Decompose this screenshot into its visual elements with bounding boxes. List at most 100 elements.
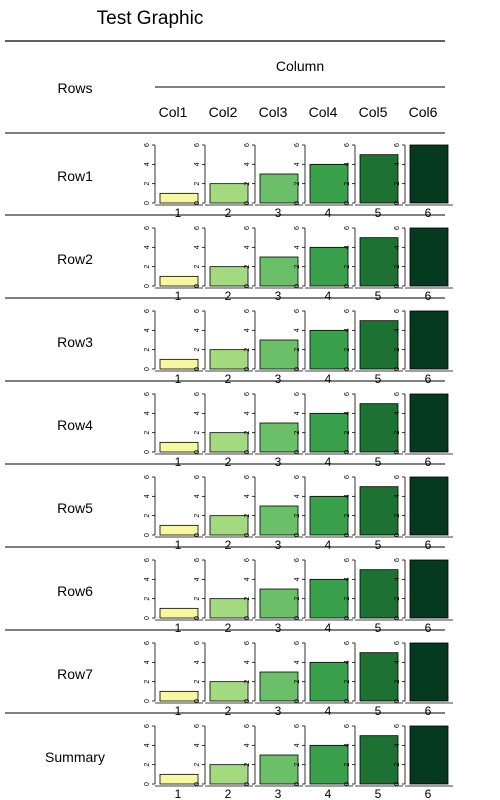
bar <box>259 173 299 204</box>
y-tick-label: 6 <box>394 309 401 313</box>
x-tick-label: 2 <box>225 372 232 386</box>
y-tick-label: 2 <box>344 680 351 684</box>
bar-panel: 0 2 4 6 2 <box>194 309 253 386</box>
column-label-2: Col2 <box>209 104 238 120</box>
chart-row-4: Row4 0 2 4 6 1 0 2 4 6 2 0 2 4 6 3 0 2 4 6 4 0 2 4 6 5 0 2 4 6 6 <box>5 380 453 469</box>
bar-panel: 0 2 4 6 1 <box>144 558 203 635</box>
bar <box>409 310 449 370</box>
y-tick-label: 2 <box>394 763 401 767</box>
y-tick-label: 2 <box>194 680 201 684</box>
y-tick-label: 2 <box>144 348 151 352</box>
y-tick-label: 6 <box>194 143 201 147</box>
row-label: Row5 <box>57 500 93 516</box>
bar-panel: 0 2 4 6 4 <box>294 724 353 800</box>
bar-panel: 0 2 4 6 3 <box>244 143 303 220</box>
x-tick-label: 6 <box>425 538 432 552</box>
y-tick-label: 0 <box>194 367 201 371</box>
x-tick-label: 4 <box>325 289 332 303</box>
bar <box>309 661 349 702</box>
x-tick-label: 4 <box>325 455 332 469</box>
x-tick-label: 2 <box>225 704 232 718</box>
bar <box>209 515 249 536</box>
bar <box>359 569 399 619</box>
chart-row-1: Row1 0 2 4 6 1 0 2 4 6 2 0 2 4 6 3 0 2 4 6 4 0 2 4 6 5 0 2 4 6 6 <box>57 143 453 220</box>
y-tick-label: 6 <box>394 392 401 396</box>
x-tick-label: 1 <box>175 538 182 552</box>
y-tick-label: 0 <box>394 284 401 288</box>
y-tick-label: 4 <box>144 577 151 581</box>
y-tick-label: 4 <box>244 162 251 166</box>
bar <box>409 476 449 536</box>
bar <box>159 275 199 287</box>
y-tick-label: 4 <box>144 162 151 166</box>
y-tick-label: 0 <box>344 284 351 288</box>
y-tick-label: 2 <box>194 597 201 601</box>
chart-row-3: Row3 0 2 4 6 1 0 2 4 6 2 0 2 4 6 3 0 2 4 6 4 0 2 4 6 5 0 2 4 6 6 <box>5 297 453 386</box>
row-label: Row7 <box>57 666 93 682</box>
row-label: Summary <box>45 749 105 765</box>
y-tick-label: 2 <box>244 348 251 352</box>
bar-panel: 0 2 4 6 6 <box>394 558 453 635</box>
y-tick-label: 2 <box>144 763 151 767</box>
y-tick-label: 6 <box>294 724 301 728</box>
y-tick-label: 6 <box>294 309 301 313</box>
y-tick-label: 4 <box>194 494 201 498</box>
bar-panel: 0 2 4 6 3 <box>244 475 303 552</box>
y-tick-label: 4 <box>294 494 301 498</box>
column-label-4: Col4 <box>309 104 338 120</box>
y-tick-label: 4 <box>194 577 201 581</box>
y-tick-label: 4 <box>194 328 201 332</box>
bar-panel: 0 2 4 6 5 <box>344 641 403 718</box>
y-tick-label: 0 <box>344 699 351 703</box>
bar <box>409 559 449 619</box>
bar-panel: 0 2 4 6 5 <box>344 309 403 386</box>
bar <box>409 227 449 287</box>
bar-panel: 0 2 4 6 5 <box>344 143 403 220</box>
bar-panel: 0 2 4 6 2 <box>194 226 253 303</box>
y-tick-label: 4 <box>394 743 401 747</box>
y-tick-label: 4 <box>294 577 301 581</box>
bar <box>209 432 249 453</box>
y-tick-label: 0 <box>394 699 401 703</box>
y-tick-label: 4 <box>144 494 151 498</box>
x-tick-label: 2 <box>225 455 232 469</box>
y-tick-label: 6 <box>294 392 301 396</box>
bar <box>159 192 199 204</box>
y-tick-label: 4 <box>394 494 401 498</box>
y-tick-label: 4 <box>194 162 201 166</box>
x-tick-label: 3 <box>275 372 282 386</box>
bar <box>209 183 249 204</box>
y-tick-label: 2 <box>344 514 351 518</box>
y-tick-label: 0 <box>194 699 201 703</box>
row-label: Row2 <box>57 251 93 267</box>
x-tick-label: 3 <box>275 621 282 635</box>
y-tick-label: 0 <box>194 284 201 288</box>
x-tick-label: 5 <box>375 372 382 386</box>
bar-panel: 0 2 4 6 6 <box>394 641 453 718</box>
y-tick-label: 6 <box>144 558 151 562</box>
bar <box>209 266 249 287</box>
y-tick-label: 6 <box>344 143 351 147</box>
y-tick-label: 2 <box>344 182 351 186</box>
y-tick-label: 6 <box>194 309 201 313</box>
y-tick-label: 4 <box>344 328 351 332</box>
x-tick-label: 5 <box>375 621 382 635</box>
y-tick-label: 0 <box>344 367 351 371</box>
y-tick-label: 4 <box>194 245 201 249</box>
column-label-1: Col1 <box>159 104 188 120</box>
bar <box>409 393 449 453</box>
y-tick-label: 6 <box>144 226 151 230</box>
y-tick-label: 4 <box>244 494 251 498</box>
y-tick-label: 0 <box>194 533 201 537</box>
y-tick-label: 2 <box>194 265 201 269</box>
y-tick-label: 0 <box>294 284 301 288</box>
y-tick-label: 2 <box>194 348 201 352</box>
bar <box>259 339 299 370</box>
y-tick-label: 0 <box>244 201 251 205</box>
y-tick-label: 4 <box>244 577 251 581</box>
y-tick-label: 4 <box>294 411 301 415</box>
x-tick-label: 4 <box>325 372 332 386</box>
y-tick-label: 4 <box>294 245 301 249</box>
bar <box>309 495 349 536</box>
y-tick-label: 2 <box>144 265 151 269</box>
